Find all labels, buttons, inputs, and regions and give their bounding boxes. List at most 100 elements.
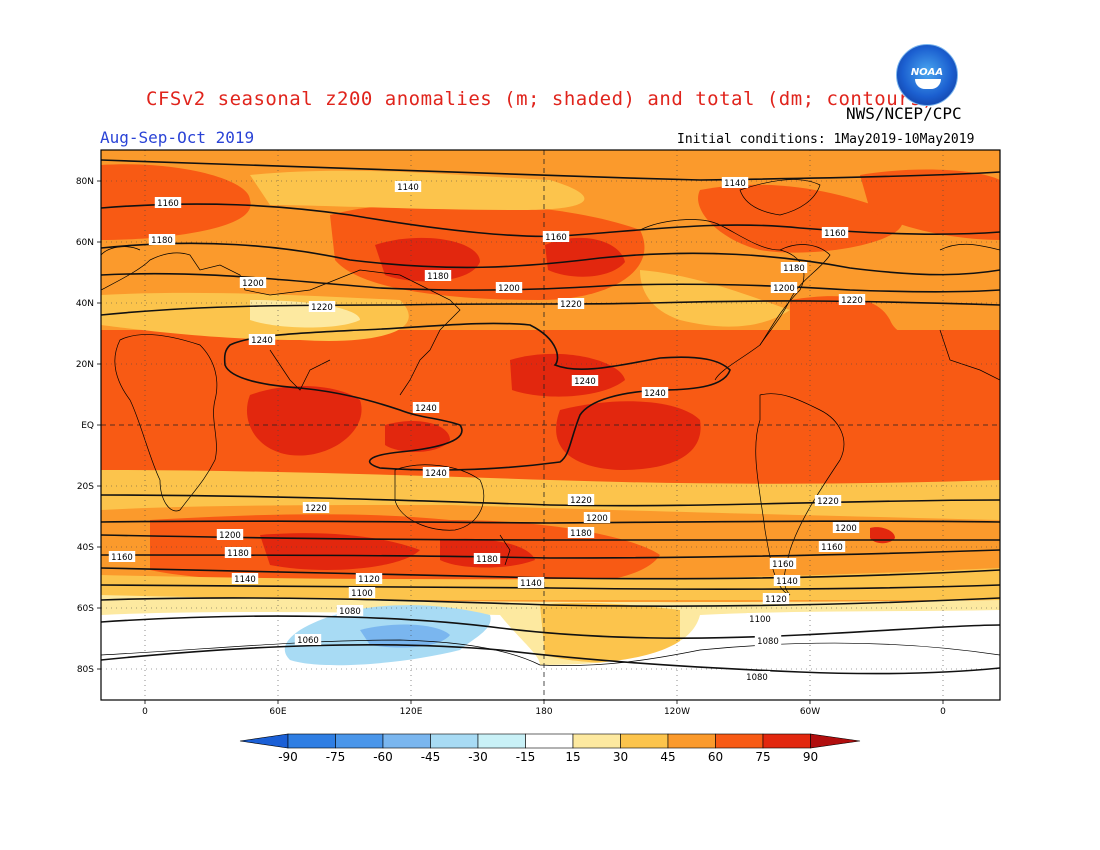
contour-label: 1080 [336, 605, 364, 617]
contour-label: 1140 [231, 573, 259, 585]
lon-label-120w: 120W [664, 707, 690, 717]
season-label: Aug-Sep-Oct 2019 [100, 128, 255, 147]
contour-label: 1160 [542, 231, 570, 243]
anomaly-light-band-55s [101, 568, 1000, 600]
contour-label-box [746, 613, 774, 624]
contour-label-text: 1160 [821, 543, 843, 553]
contour-label: 1180 [148, 234, 176, 246]
anomaly-core-east-pacific [556, 401, 701, 470]
contour-label-text: 1120 [358, 575, 380, 585]
contour-label-box [495, 282, 523, 293]
axis-ticks [97, 180, 944, 704]
contour-label-box [216, 529, 244, 540]
contour-label-text: 1100 [351, 589, 373, 599]
contour-label-text: 1220 [570, 496, 592, 506]
anomaly-core-bering [545, 237, 625, 277]
contour-1100-south [101, 597, 1000, 607]
contour-label: 1160 [769, 558, 797, 570]
contour-label-box [148, 234, 176, 245]
contour-1220-north [101, 300, 1000, 316]
contour-label-box [821, 227, 849, 238]
contour-label-text: 1200 [242, 279, 264, 289]
contour-label-box [754, 635, 782, 646]
org-label: NWS/NCEP/CPC [846, 104, 962, 123]
initial-conditions-label: Initial conditions: 1May2019-10May2019 [677, 132, 975, 147]
contour-label-box [641, 387, 669, 398]
anomaly-arctic-patch-east [860, 169, 1000, 240]
contour-label-text: 1160 [111, 553, 133, 563]
contour-label-box [838, 294, 866, 305]
contour-label-text: 1180 [151, 236, 173, 246]
contour-label-box [336, 605, 364, 616]
contour-label-box [571, 375, 599, 386]
anomaly-north-america-patch [698, 184, 903, 253]
contour-1120-south [101, 584, 1000, 591]
chart-title: CFSv2 seasonal z200 anomalies (m; shaded… [146, 88, 934, 110]
contour-label: 1240 [248, 334, 276, 346]
coastline-antarctica [101, 639, 1000, 666]
anomaly-core-south-indian [260, 533, 420, 570]
contour-label-text: 1100 [749, 615, 771, 625]
contour-label: 1200 [770, 282, 798, 294]
contour-label: 1240 [412, 402, 440, 414]
contour-label: 1160 [108, 551, 136, 563]
contour-label: 1200 [495, 282, 523, 294]
colorbar-label: 60 [708, 750, 723, 764]
contour-label-box [473, 553, 501, 564]
contour-labels: 1140 1140 1160 1160 1160 1180 1180 1180 1200 1200… [108, 177, 866, 683]
contour-label-text: 1180 [227, 549, 249, 559]
anomaly-core-maritime-continent [385, 420, 450, 452]
contour-1180-south [101, 534, 1000, 541]
contour-label: 1100 [348, 587, 376, 599]
contour-label-box [762, 593, 790, 604]
lon-label-0: 0 [142, 707, 148, 717]
contour-label-box [780, 262, 808, 273]
contour-label: 1120 [762, 593, 790, 605]
colorbar-swatch [715, 733, 764, 749]
contour-label: 1220 [567, 494, 595, 506]
anomaly-core-siberia [375, 237, 480, 282]
lat-label-80n: 80N [76, 177, 94, 187]
contour-label: 1080 [754, 635, 782, 647]
contour-label: 1200 [239, 277, 267, 289]
contour-label-box [773, 575, 801, 586]
contour-label: 1180 [473, 553, 501, 565]
lat-label-40n: 40N [76, 299, 94, 309]
contour-label-text: 1180 [570, 529, 592, 539]
contour-label-box [394, 181, 422, 192]
contour-label-box [154, 197, 182, 208]
contour-label-box [348, 587, 376, 598]
contour-label: 1240 [422, 467, 450, 479]
contour-label: 1200 [583, 512, 611, 524]
contour-label-text: 1220 [305, 504, 327, 514]
contour-label-box [231, 573, 259, 584]
contour-label-box [355, 573, 383, 584]
lon-label-120e: 120E [400, 707, 423, 717]
anomaly-light-patch-ross-sea [540, 602, 680, 664]
colorbar-swatch [525, 733, 574, 749]
contour-label-text: 1180 [783, 264, 805, 274]
contour-label-text: 1240 [574, 377, 596, 387]
lon-label-60w: 60W [800, 707, 820, 717]
contour-label: 1080 [743, 671, 771, 683]
contour-label-box [770, 282, 798, 293]
contour-label: 1160 [154, 197, 182, 209]
contour-label-text: 1160 [824, 229, 846, 239]
contour-label: 1220 [308, 301, 336, 313]
contour-label-text: 1160 [157, 199, 179, 209]
contour-label-text: 1140 [776, 577, 798, 587]
contour-label: 1180 [567, 527, 595, 539]
contour-1200-north [101, 272, 1000, 293]
contour-label-text: 1240 [644, 389, 666, 399]
colorbar-swatch [620, 733, 669, 749]
colorbar-label: 45 [660, 750, 675, 764]
colorbar-label: -90 [278, 750, 298, 764]
contour-label-box [769, 558, 797, 569]
contour-label: 1140 [394, 181, 422, 193]
contour-label: 1140 [721, 177, 749, 189]
colorbar-label: -15 [516, 750, 536, 764]
colorbar-swatch [572, 733, 621, 749]
lat-label-60n: 60N [76, 238, 94, 248]
colorbar-label: -60 [373, 750, 393, 764]
